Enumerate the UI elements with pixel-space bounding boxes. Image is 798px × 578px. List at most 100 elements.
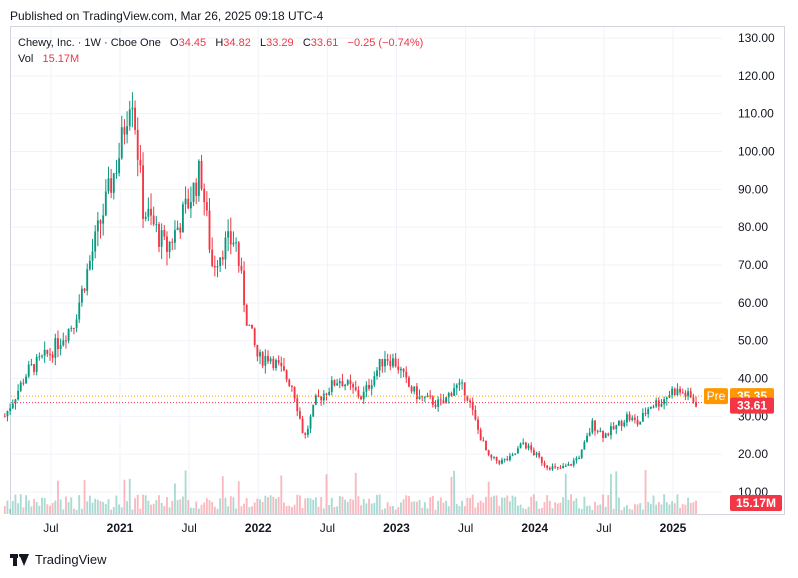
candle xyxy=(144,211,147,222)
volume-bar xyxy=(474,507,477,514)
candle xyxy=(455,383,458,396)
candle xyxy=(426,392,429,398)
volume-bar xyxy=(216,508,219,514)
volume-bar xyxy=(290,507,293,514)
candle xyxy=(306,425,309,438)
volume-bar xyxy=(434,509,437,514)
volume-bar xyxy=(551,508,554,514)
volume-bar xyxy=(628,508,631,514)
candle xyxy=(652,404,655,409)
volume-bar xyxy=(620,509,623,514)
volume-bars xyxy=(3,470,697,514)
last-price-badge: 33.61 xyxy=(730,397,774,414)
candle xyxy=(479,427,482,441)
candle xyxy=(46,349,49,357)
volume-bar xyxy=(668,504,671,514)
candle xyxy=(176,220,179,231)
chart-frame[interactable] xyxy=(10,26,785,515)
volume-bar xyxy=(256,498,259,514)
x-tick-label: Jul xyxy=(181,521,196,535)
candle xyxy=(288,378,291,388)
candle xyxy=(527,443,530,451)
volume-bar xyxy=(546,495,549,514)
volume-bar xyxy=(59,499,62,514)
candle xyxy=(578,455,580,460)
candle xyxy=(72,327,75,335)
volume-bar xyxy=(91,502,94,514)
volume-bar xyxy=(131,509,134,514)
volume-bar xyxy=(150,504,152,514)
candle xyxy=(264,349,267,374)
candle xyxy=(9,403,12,415)
candle xyxy=(402,367,405,378)
candle xyxy=(594,420,596,436)
candle xyxy=(243,261,246,313)
candle xyxy=(591,418,594,435)
volume-bar xyxy=(30,506,33,514)
candle xyxy=(200,154,203,191)
volume-bar xyxy=(277,497,280,514)
volume-bar xyxy=(429,497,432,514)
volume-bar xyxy=(445,500,448,514)
candle xyxy=(158,221,160,253)
volume-bar xyxy=(235,508,238,514)
volume-bar xyxy=(362,498,365,514)
y-tick-label: 20.00 xyxy=(738,447,768,461)
volume-bar xyxy=(120,507,123,514)
candle xyxy=(195,178,198,205)
volume-bar xyxy=(498,505,501,514)
candle xyxy=(59,338,62,356)
volume-bar xyxy=(197,508,200,514)
candle xyxy=(304,432,307,439)
volume-bar xyxy=(3,506,6,514)
volume-bar xyxy=(184,470,187,514)
volume-bar xyxy=(415,501,418,514)
candle xyxy=(610,422,612,440)
candle xyxy=(400,366,402,379)
candle xyxy=(253,327,256,348)
volume-bar xyxy=(572,500,575,514)
candle xyxy=(423,396,426,402)
volume-bar xyxy=(540,507,543,514)
volume-bar xyxy=(229,496,232,514)
candle xyxy=(535,451,538,458)
volume-bar xyxy=(663,494,666,514)
volume-bar xyxy=(543,502,546,514)
candle xyxy=(62,332,65,347)
volume-bar xyxy=(418,499,421,514)
tradingview-logo-icon xyxy=(10,553,30,566)
volume-bar xyxy=(248,507,251,514)
candle xyxy=(163,224,166,241)
candle xyxy=(559,464,562,469)
volume-bar xyxy=(25,495,27,514)
candle xyxy=(509,452,511,462)
candle xyxy=(54,333,57,366)
volume-bar xyxy=(96,499,99,514)
volume-bar xyxy=(142,494,144,514)
volume-bar xyxy=(102,501,105,514)
volume-bar xyxy=(548,500,551,514)
footer-brand[interactable]: TradingView xyxy=(10,552,107,567)
legend-open-label: O xyxy=(170,37,179,49)
candle xyxy=(290,385,293,392)
candle xyxy=(352,382,355,394)
candle xyxy=(25,373,27,384)
candle xyxy=(70,325,73,332)
volume-bar xyxy=(535,501,538,514)
candle xyxy=(668,390,671,399)
volume-bar xyxy=(115,495,118,514)
candle xyxy=(501,457,503,465)
volume-bar xyxy=(160,502,163,514)
candle xyxy=(588,428,591,437)
candle xyxy=(317,389,320,398)
volume-bar xyxy=(378,494,381,514)
volume-bar xyxy=(376,494,378,514)
candle xyxy=(633,414,636,424)
y-tick-label: 50.00 xyxy=(738,334,768,348)
candle xyxy=(189,186,192,218)
candle xyxy=(33,363,35,376)
volume-bar xyxy=(591,509,594,514)
volume-bar xyxy=(352,499,355,514)
volume-bar xyxy=(583,496,586,514)
